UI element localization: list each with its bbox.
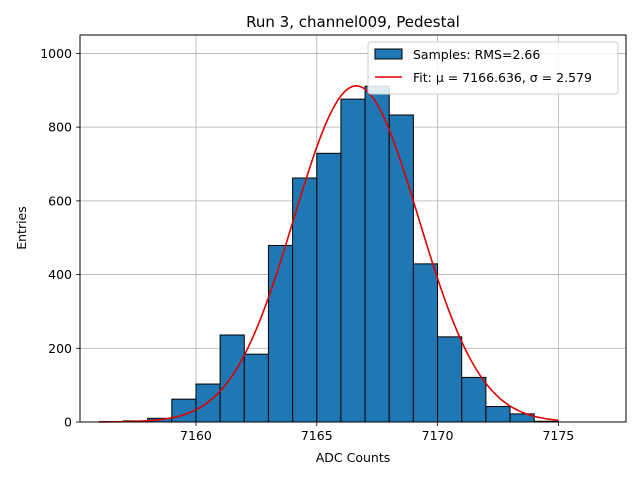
chart-title: Run 3, channel009, Pedestal <box>246 13 460 31</box>
y-tick-label: 200 <box>48 341 72 356</box>
histogram-bar <box>219 334 245 423</box>
y-axis-label: Entries <box>14 206 29 250</box>
histogram-bars <box>98 85 559 423</box>
y-tick-label: 800 <box>48 120 72 135</box>
x-tick-label: 7160 <box>180 428 212 443</box>
histogram-bar <box>364 85 390 423</box>
fit-curve-group <box>99 85 559 423</box>
legend-label-fit: Fit: μ = 7166.636, σ = 2.579 <box>413 70 592 85</box>
plot-frame <box>79 34 627 423</box>
legend-box <box>367 41 619 95</box>
histogram-bar <box>243 353 269 423</box>
histogram-bar <box>316 152 342 423</box>
histogram-bar <box>412 263 439 423</box>
histogram-bar <box>292 177 318 423</box>
axis-ticks: 7160 7165 7170 7175 0 200 400 600 800 1000 <box>40 46 574 443</box>
histogram-bar <box>485 406 511 423</box>
x-axis-label: ADC Counts <box>316 450 391 465</box>
x-tick-label: 7165 <box>301 428 333 443</box>
y-tick-label: 400 <box>48 267 72 282</box>
histogram-bar <box>340 98 366 423</box>
legend-swatch-samples <box>374 48 403 60</box>
y-tick-label: 600 <box>48 193 72 208</box>
legend-label-samples: Samples: RMS=2.66 <box>413 47 540 62</box>
y-tick-label: 0 <box>64 415 72 430</box>
y-tick-label: 1000 <box>40 46 72 61</box>
legend: Samples: RMS=2.66 Fit: μ = 7166.636, σ =… <box>367 41 619 95</box>
x-tick-label: 7170 <box>422 428 454 443</box>
histogram-bar <box>461 376 487 423</box>
fit-curve <box>99 85 559 423</box>
histogram-bar <box>267 244 294 423</box>
x-tick-label: 7175 <box>542 428 574 443</box>
histogram-bar <box>437 336 463 423</box>
